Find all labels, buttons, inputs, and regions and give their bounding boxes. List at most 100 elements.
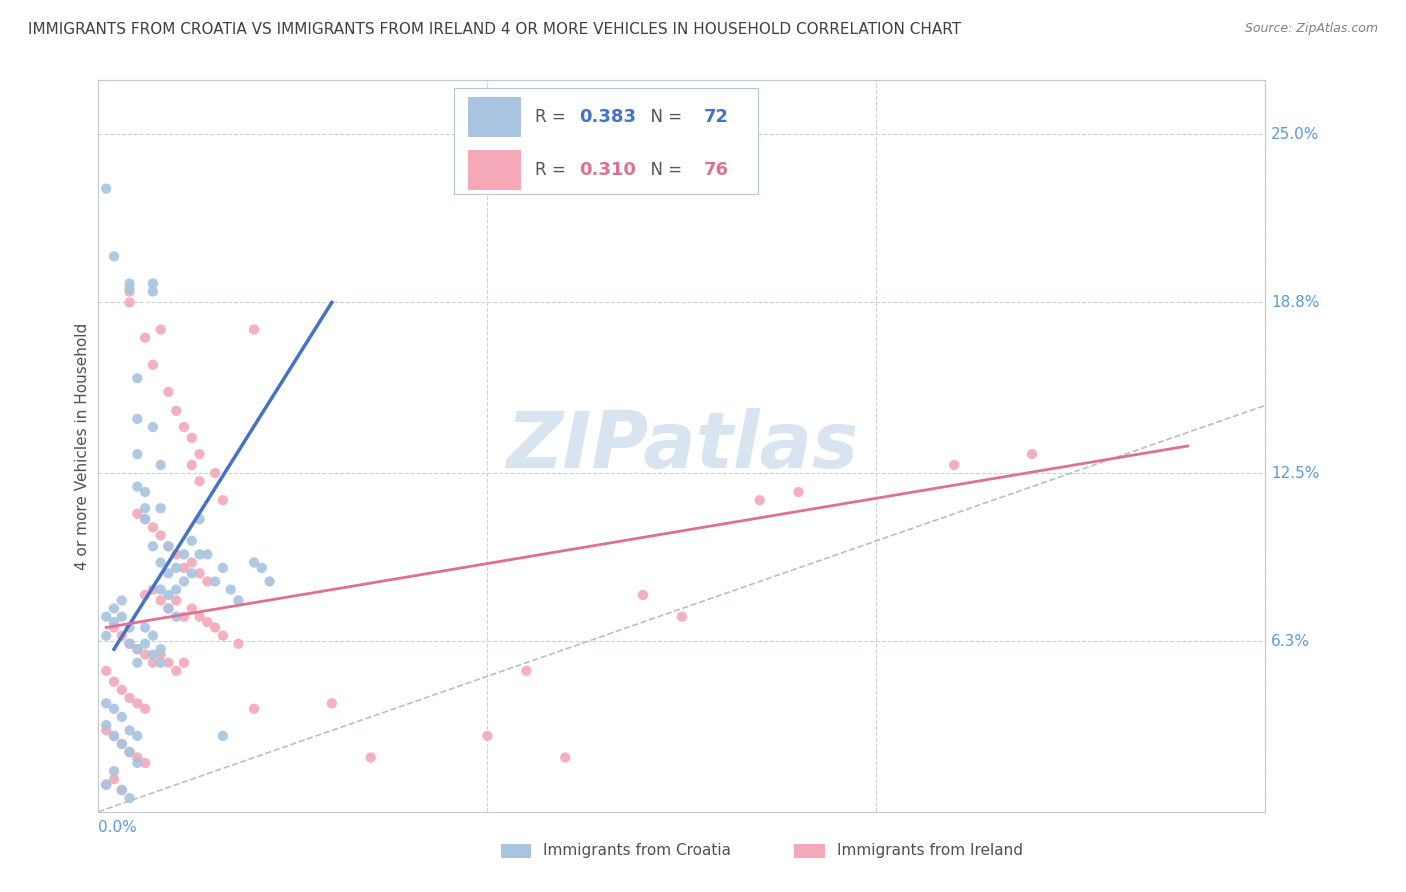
Text: 18.8%: 18.8%: [1271, 295, 1320, 310]
Point: [127, 729, 149, 743]
Point: [165, 593, 187, 607]
Point: [360, 750, 382, 764]
Text: 25.0%: 25.0%: [1271, 127, 1320, 142]
Point: [165, 561, 187, 575]
Bar: [794, 844, 825, 858]
Point: [173, 656, 195, 670]
Point: [127, 447, 149, 461]
Point: [142, 582, 165, 597]
Point: [142, 358, 165, 372]
Point: [103, 674, 125, 689]
Point: [134, 756, 156, 770]
Point: [111, 609, 134, 624]
Point: [118, 277, 141, 291]
Point: [243, 322, 266, 336]
Point: [195, 547, 218, 561]
Point: [118, 637, 141, 651]
Point: [118, 791, 141, 805]
Point: [134, 331, 156, 345]
Point: [118, 285, 141, 299]
Point: [134, 512, 156, 526]
Point: [748, 493, 770, 508]
Point: [111, 737, 134, 751]
Point: [477, 729, 499, 743]
Bar: [468, 97, 520, 137]
Point: [149, 501, 172, 516]
Point: [118, 723, 141, 738]
Y-axis label: 4 or more Vehicles in Household: 4 or more Vehicles in Household: [75, 322, 90, 570]
Point: [212, 493, 235, 508]
Text: 12.5%: 12.5%: [1271, 466, 1320, 481]
Point: [103, 772, 125, 787]
Text: IMMIGRANTS FROM CROATIA VS IMMIGRANTS FROM IRELAND 4 OR MORE VEHICLES IN HOUSEHO: IMMIGRANTS FROM CROATIA VS IMMIGRANTS FR…: [28, 22, 962, 37]
Point: [111, 783, 134, 797]
Point: [165, 404, 187, 418]
Point: [212, 561, 235, 575]
Point: [180, 431, 202, 445]
Text: Source: ZipAtlas.com: Source: ZipAtlas.com: [1244, 22, 1378, 36]
Point: [219, 582, 242, 597]
Point: [243, 702, 266, 716]
Point: [157, 539, 180, 553]
Point: [157, 384, 180, 399]
Point: [111, 710, 134, 724]
Text: Immigrants from Ireland: Immigrants from Ireland: [837, 844, 1022, 858]
Point: [149, 322, 172, 336]
Point: [118, 745, 141, 759]
Point: [127, 750, 149, 764]
Point: [157, 656, 180, 670]
Point: [127, 642, 149, 657]
Point: [103, 764, 125, 778]
Text: 6.3%: 6.3%: [1271, 633, 1310, 648]
Point: [127, 756, 149, 770]
Point: [212, 729, 235, 743]
Point: [134, 485, 156, 500]
Point: [149, 458, 172, 472]
Text: 0.383: 0.383: [579, 108, 637, 127]
Point: [228, 637, 250, 651]
Point: [943, 458, 966, 472]
Point: [127, 507, 149, 521]
Point: [134, 637, 156, 651]
Point: [157, 588, 180, 602]
Point: [103, 702, 125, 716]
Text: R =: R =: [534, 108, 571, 127]
Point: [554, 750, 576, 764]
Point: [165, 547, 187, 561]
Point: [259, 574, 281, 589]
Point: [118, 745, 141, 759]
Point: [103, 249, 125, 263]
Point: [142, 656, 165, 670]
Point: [118, 690, 141, 705]
Point: [96, 718, 118, 732]
Point: [134, 588, 156, 602]
Point: [173, 420, 195, 434]
Point: [149, 528, 172, 542]
Point: [96, 778, 118, 792]
Point: [195, 615, 218, 629]
Point: [149, 648, 172, 662]
Point: [188, 609, 211, 624]
Point: [127, 697, 149, 711]
Point: [173, 609, 195, 624]
Point: [134, 648, 156, 662]
Point: [173, 574, 195, 589]
Point: [165, 582, 187, 597]
Point: [250, 561, 273, 575]
Point: [243, 556, 266, 570]
Point: [103, 615, 125, 629]
Point: [321, 697, 343, 711]
Point: [142, 285, 165, 299]
Point: [127, 656, 149, 670]
Point: [149, 656, 172, 670]
Point: [204, 574, 226, 589]
Point: [111, 737, 134, 751]
Point: [103, 620, 125, 634]
Point: [96, 629, 118, 643]
Point: [142, 277, 165, 291]
Point: [111, 629, 134, 643]
Point: [157, 539, 180, 553]
Point: [142, 420, 165, 434]
Point: [165, 664, 187, 678]
Point: [111, 783, 134, 797]
